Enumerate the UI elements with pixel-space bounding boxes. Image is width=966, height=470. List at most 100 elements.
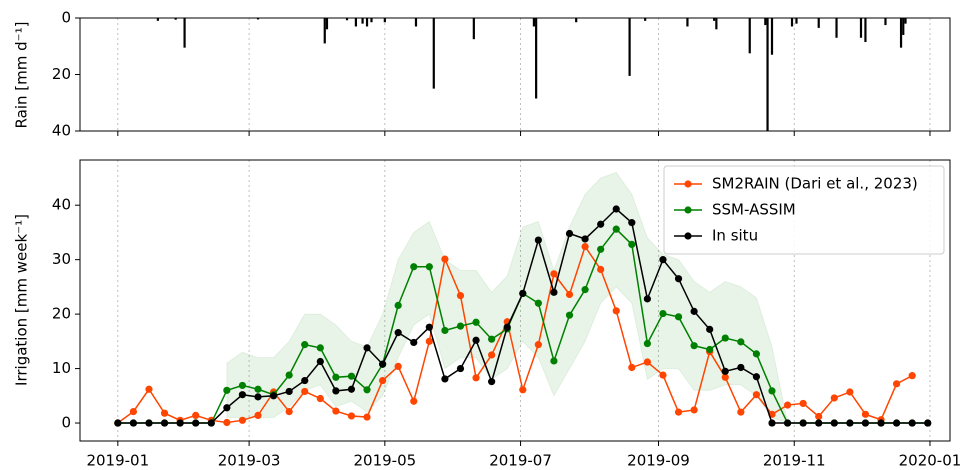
bar xyxy=(432,18,435,89)
plot-area xyxy=(114,171,932,427)
y-axis-label: Rain [mm d⁻¹] xyxy=(13,22,31,129)
series-point xyxy=(488,378,496,386)
series-point xyxy=(612,307,620,315)
bar xyxy=(354,18,358,27)
series-point xyxy=(737,363,745,372)
series-point xyxy=(145,385,153,393)
series-point xyxy=(425,263,433,271)
series-point xyxy=(628,363,636,372)
bar xyxy=(174,18,177,20)
series-point xyxy=(892,380,901,388)
series-point xyxy=(737,408,745,416)
series-point xyxy=(301,341,309,349)
series-point xyxy=(752,373,761,381)
series-point xyxy=(160,419,169,427)
series-point xyxy=(799,419,807,427)
series-point xyxy=(768,387,776,395)
bar xyxy=(904,18,907,24)
series-point xyxy=(285,371,293,379)
series-point xyxy=(363,344,371,352)
series-point xyxy=(238,391,247,399)
series-point xyxy=(924,419,932,427)
bar xyxy=(628,18,631,76)
series-point xyxy=(534,236,542,244)
series-point xyxy=(192,419,200,427)
x-tick-label: 2019-05 xyxy=(353,452,416,470)
bar xyxy=(532,18,536,27)
series-point xyxy=(519,386,527,394)
legend-label: SM2RAIN (Dari et al., 2023) xyxy=(712,175,918,193)
series-point xyxy=(721,367,729,375)
series-point xyxy=(612,205,620,213)
legend-marker xyxy=(684,180,692,188)
series-point xyxy=(472,374,480,382)
series-point xyxy=(285,387,293,396)
y-tick-label: 10 xyxy=(52,359,71,377)
series-point xyxy=(597,245,605,253)
series-point xyxy=(799,399,807,408)
series-point xyxy=(674,275,683,283)
series-point xyxy=(176,419,184,427)
bar xyxy=(770,18,774,55)
bar xyxy=(414,18,418,27)
series-point xyxy=(861,410,870,418)
series-point xyxy=(581,286,589,294)
series-point xyxy=(783,401,792,409)
series-point xyxy=(597,265,605,274)
series-point xyxy=(830,394,838,402)
series-point xyxy=(628,219,636,227)
series-point xyxy=(674,408,683,416)
series-point xyxy=(223,418,231,427)
series-point xyxy=(363,413,371,421)
series-point xyxy=(488,351,496,359)
series-point xyxy=(534,299,542,307)
bar xyxy=(325,18,329,30)
series-point xyxy=(846,419,854,427)
axes-frame xyxy=(79,159,951,442)
series-point xyxy=(565,311,574,319)
series-point xyxy=(238,381,247,390)
series-point xyxy=(160,409,169,417)
y-tick-label: 30 xyxy=(52,250,71,268)
series-point xyxy=(425,337,433,345)
series-point xyxy=(752,350,761,358)
series-point xyxy=(721,334,729,342)
series-point xyxy=(394,301,402,310)
series-point xyxy=(877,419,885,427)
bar xyxy=(864,18,867,43)
series-point xyxy=(565,290,574,299)
series-point xyxy=(783,419,792,427)
bar xyxy=(535,18,538,99)
series-point xyxy=(425,323,433,331)
series-point xyxy=(830,419,838,427)
series-point xyxy=(285,407,293,416)
bar xyxy=(902,18,905,35)
x-tick-label: 2019-03 xyxy=(218,452,281,470)
series-point xyxy=(815,419,823,427)
series-point xyxy=(347,412,356,420)
series-point xyxy=(846,388,854,396)
series-point xyxy=(145,419,153,427)
bar xyxy=(817,18,820,28)
series-point xyxy=(503,323,511,331)
bar xyxy=(884,18,887,26)
series-point xyxy=(659,371,667,379)
series-point xyxy=(706,325,714,333)
y-tick-label: 20 xyxy=(52,305,71,323)
series-point xyxy=(238,416,247,424)
bar xyxy=(644,18,647,21)
legend-box xyxy=(663,165,945,255)
y-axis-label: Irrigation [mm week⁻¹] xyxy=(13,214,31,386)
x-tick-label: 2019-11 xyxy=(763,452,826,470)
bar xyxy=(575,18,578,23)
series-point xyxy=(659,309,667,318)
bar xyxy=(715,18,718,30)
legend-label: In situ xyxy=(712,227,758,245)
x-tick-label: 2019-07 xyxy=(489,452,552,470)
series-point xyxy=(316,344,324,352)
series-point xyxy=(332,373,340,381)
series-point xyxy=(301,376,309,385)
series-point xyxy=(721,373,729,381)
x-tick-label: 2019-01 xyxy=(86,452,149,470)
bar xyxy=(713,18,716,21)
